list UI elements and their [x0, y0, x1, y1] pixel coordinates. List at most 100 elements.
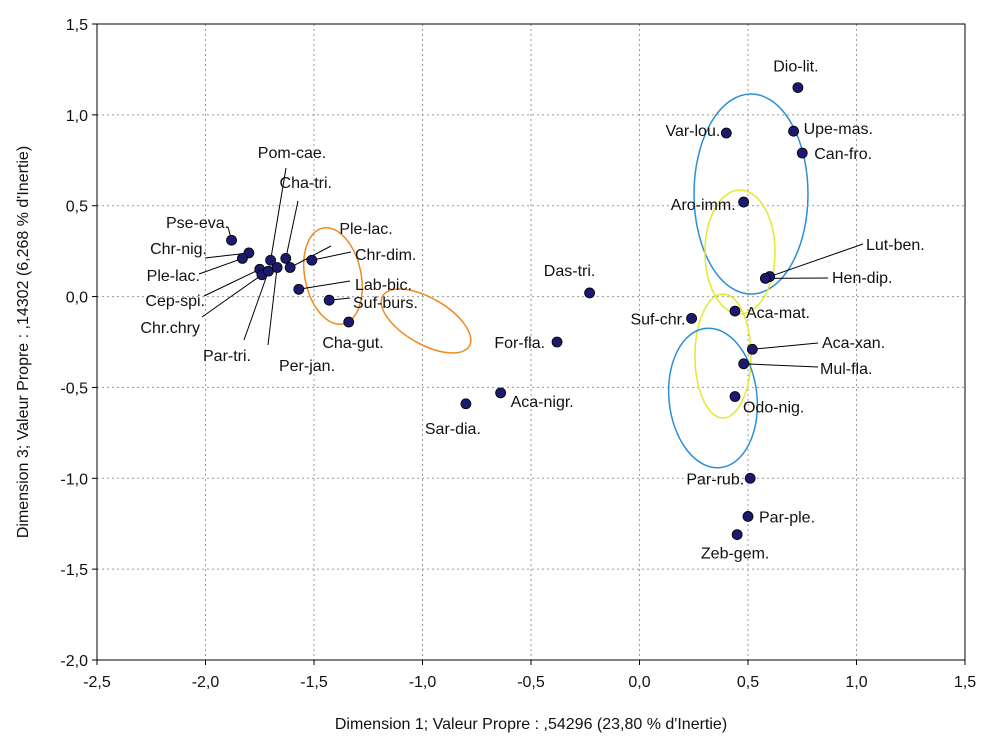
point-label: Zeb-gem. — [701, 546, 769, 563]
point-label: Can-fro. — [814, 146, 872, 163]
y-axis-title: Dimension 3; Valeur Propre : ,14302 (6,2… — [15, 146, 32, 538]
point-label: Aca-mat. — [746, 305, 810, 322]
leader-line — [311, 251, 352, 261]
data-point — [744, 472, 756, 484]
cluster-ellipse — [667, 327, 759, 469]
data-point — [729, 391, 741, 402]
cluster-ellipse — [693, 93, 809, 295]
point-label: Das-tri. — [544, 263, 596, 280]
point-label: Chr-nig. — [150, 241, 207, 258]
data-point — [280, 253, 292, 264]
leader-line — [267, 267, 278, 346]
cluster-ellipses — [303, 93, 809, 469]
x-tick-label: 1,5 — [954, 674, 976, 691]
leader-line — [243, 270, 269, 341]
point-label: Hen-dip. — [832, 270, 892, 287]
y-tick-label: 1,0 — [66, 108, 88, 125]
y-tick-label: 1,5 — [66, 17, 88, 34]
point-label: Ple-lac. — [339, 221, 392, 238]
leader-line — [285, 200, 299, 259]
data-point — [460, 398, 472, 410]
cluster-ellipse — [380, 288, 472, 354]
axis-ticks: -2,5 -2,0 -1,5 -1,0 -0,5 0,0 0,5 1,0 1,5 1,5 1,0 0,… — [60, 17, 976, 691]
data-point — [731, 529, 743, 541]
point-labels: Dio-lit. Upe-mas. Var-lou. Can-fro. Aro-imm.… — [140, 59, 924, 563]
point-label: Upe-mas. — [804, 121, 873, 138]
y-tick-label: -2,0 — [60, 653, 88, 670]
data-point — [788, 125, 799, 137]
point-label: Pse-eva. — [166, 215, 229, 232]
data-point — [306, 254, 318, 266]
data-point — [323, 294, 335, 306]
point-label: Cha-gut. — [322, 335, 383, 352]
x-tick-label: 1,0 — [845, 674, 867, 691]
data-point — [746, 343, 758, 355]
point-label: Sar-dia. — [425, 421, 481, 438]
leader-line — [752, 342, 819, 350]
point-label: For-fla. — [494, 335, 545, 352]
point-label: Odo-nig. — [743, 400, 804, 417]
leader-line — [201, 274, 263, 318]
cluster-ellipse — [694, 293, 752, 419]
point-label: Per-jan. — [279, 358, 335, 375]
point-label: Aca-xan. — [822, 335, 885, 352]
y-tick-label: 0,5 — [66, 199, 88, 216]
leader-line — [203, 268, 260, 297]
data-point — [284, 262, 296, 273]
point-label: Aca-nigr. — [511, 394, 574, 411]
point-label: Lut-ben. — [866, 237, 925, 254]
data-point — [759, 272, 771, 284]
data-point — [343, 316, 355, 328]
data-point — [265, 254, 277, 266]
cluster-ellipse — [303, 226, 363, 326]
point-label: Suf-burs. — [353, 295, 418, 312]
x-axis-title: Dimension 1; Valeur Propre : ,54296 (23,… — [335, 716, 727, 733]
x-tick-label: -2,5 — [83, 674, 111, 691]
x-tick-label: -0,5 — [517, 674, 545, 691]
y-tick-label: -1,0 — [60, 471, 88, 488]
leader-line — [270, 167, 287, 261]
leader-line — [743, 363, 819, 368]
data-point — [584, 287, 595, 299]
data-point — [738, 196, 750, 208]
data-point — [271, 262, 283, 273]
y-tick-label: -1,5 — [60, 562, 88, 579]
x-tick-label: -1,5 — [300, 674, 328, 691]
cluster-ellipse — [704, 189, 776, 315]
data-point — [686, 312, 697, 324]
y-tick-label: -0,5 — [60, 380, 88, 397]
leader-line — [198, 257, 243, 275]
data-point — [742, 511, 754, 522]
data-points — [226, 82, 808, 541]
x-tick-label: -1,0 — [409, 674, 437, 691]
point-label: Suf-chr. — [630, 311, 685, 328]
point-label: Aro-imm. — [671, 197, 736, 214]
data-point — [729, 305, 741, 317]
x-tick-label: 0,5 — [737, 674, 759, 691]
point-label: Chr.chry — [140, 320, 200, 337]
data-point — [226, 234, 237, 246]
data-point — [720, 127, 732, 139]
point-label: Mul-fla. — [820, 361, 872, 378]
point-label: Par-tri. — [203, 348, 251, 365]
point-label: Par-ple. — [759, 509, 815, 526]
data-point — [495, 387, 507, 399]
data-point — [738, 358, 750, 370]
grid-lines — [97, 24, 965, 660]
y-tick-label: 0,0 — [66, 290, 88, 307]
point-label: Cha-tri. — [280, 175, 332, 192]
point-label: Cep-spi. — [145, 293, 205, 310]
point-label: Var-lou. — [665, 123, 720, 140]
point-label: Ple-lac. — [147, 268, 200, 285]
data-point — [551, 336, 563, 348]
leader-lines — [198, 167, 864, 368]
x-tick-label: 0,0 — [628, 674, 650, 691]
leader-line — [769, 243, 864, 278]
leader-line — [298, 280, 351, 290]
data-point — [796, 147, 808, 159]
data-point — [293, 283, 305, 295]
data-point — [792, 82, 804, 93]
point-label: Pom-cae. — [258, 145, 326, 162]
point-label: Dio-lit. — [773, 59, 818, 76]
